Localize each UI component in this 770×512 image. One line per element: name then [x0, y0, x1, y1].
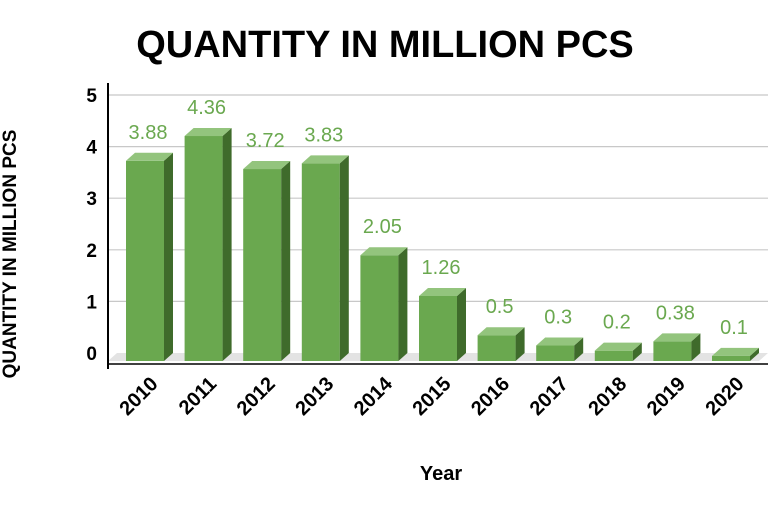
bar-top — [360, 247, 408, 256]
bar-front — [126, 160, 164, 361]
bar-2010 — [126, 152, 173, 361]
data-label: 1.26 — [422, 257, 461, 279]
bar-front — [243, 169, 282, 361]
bar-2020 — [712, 347, 759, 361]
bar-top — [594, 342, 642, 351]
bar-front — [301, 163, 340, 361]
x-tick-label: 2019 — [643, 373, 690, 420]
y-axis-ticks: 0 1 2 3 4 5 — [86, 86, 97, 365]
bar-side — [281, 161, 291, 361]
bar-top — [126, 152, 173, 161]
bar-side — [164, 152, 173, 361]
bar-top — [243, 161, 291, 170]
x-tick-label: 2012 — [233, 373, 280, 420]
bar-top — [477, 327, 525, 336]
bar-2011 — [184, 128, 232, 361]
x-axis-ticks: 2010 2011 2012 2013 2014 2015 2016 2017 2018 2019… — [116, 372, 749, 420]
bar-front — [184, 136, 223, 361]
data-label: 3.83 — [304, 124, 343, 146]
bar-top — [653, 333, 701, 342]
x-tick-label: 2010 — [116, 373, 163, 420]
bar-2013 — [301, 155, 349, 361]
bar-2019 — [653, 333, 701, 361]
data-labels: 3.88 4.36 3.72 3.83 2.05 1.26 0.5 0.3 0.2 0.38 0.1 — [129, 97, 748, 339]
x-tick-label: 2013 — [291, 373, 338, 420]
bar-front — [594, 350, 633, 361]
bar-top — [419, 287, 466, 296]
bar-2018 — [594, 342, 642, 361]
bar-side — [632, 342, 642, 361]
bar-top — [712, 347, 759, 356]
bar-2017 — [536, 337, 584, 361]
x-tick-label: 2018 — [584, 373, 631, 420]
bar-side — [222, 128, 232, 361]
y-tick-label: 0 — [86, 344, 97, 365]
bar-front — [419, 295, 457, 361]
bar-top — [184, 128, 232, 137]
bar-front — [653, 341, 692, 361]
y-tick-label: 1 — [86, 292, 97, 313]
data-label: 0.2 — [603, 312, 631, 334]
x-tick-label: 2011 — [175, 373, 221, 419]
data-label: 0.3 — [544, 307, 572, 329]
bar-side — [457, 287, 466, 361]
data-label: 2.05 — [363, 216, 402, 238]
bar-front — [360, 255, 399, 361]
x-tick-label: 2016 — [467, 373, 514, 420]
bar-top — [301, 155, 349, 164]
x-axis-title: Year — [420, 463, 462, 485]
x-tick-label: 2017 — [526, 373, 573, 420]
x-tick-label: 2015 — [409, 373, 456, 420]
x-tick-label: 2014 — [350, 372, 398, 420]
bar-2014 — [360, 247, 408, 361]
bar-side — [574, 337, 584, 361]
y-tick-label: 4 — [86, 138, 97, 159]
chart-title: QUANTITY IN MILLION PCS — [136, 24, 634, 66]
y-axis-title: QUANTITY IN MILLION PCS — [0, 130, 21, 379]
bar-front — [477, 335, 516, 361]
bar-front — [536, 345, 575, 361]
data-label: 0.5 — [486, 296, 514, 318]
bar-side — [691, 333, 701, 361]
bar-2015 — [419, 287, 466, 361]
bars — [126, 128, 759, 361]
bar-front — [712, 355, 750, 361]
data-label: 4.36 — [187, 97, 226, 119]
bar-2016 — [477, 327, 525, 361]
data-label: 3.72 — [246, 130, 285, 152]
bar-side — [339, 155, 349, 361]
bar-side — [398, 247, 408, 361]
y-tick-label: 5 — [86, 86, 97, 107]
bar-side — [515, 327, 525, 361]
bar-top — [536, 337, 584, 346]
data-label: 0.1 — [720, 317, 748, 339]
bar-2012 — [243, 161, 291, 361]
data-label: 0.38 — [656, 302, 695, 324]
y-tick-label: 2 — [86, 241, 97, 262]
bar-side — [750, 347, 759, 361]
x-tick-label: 2020 — [702, 373, 749, 420]
y-tick-label: 3 — [86, 189, 97, 210]
data-label: 3.88 — [129, 122, 168, 144]
